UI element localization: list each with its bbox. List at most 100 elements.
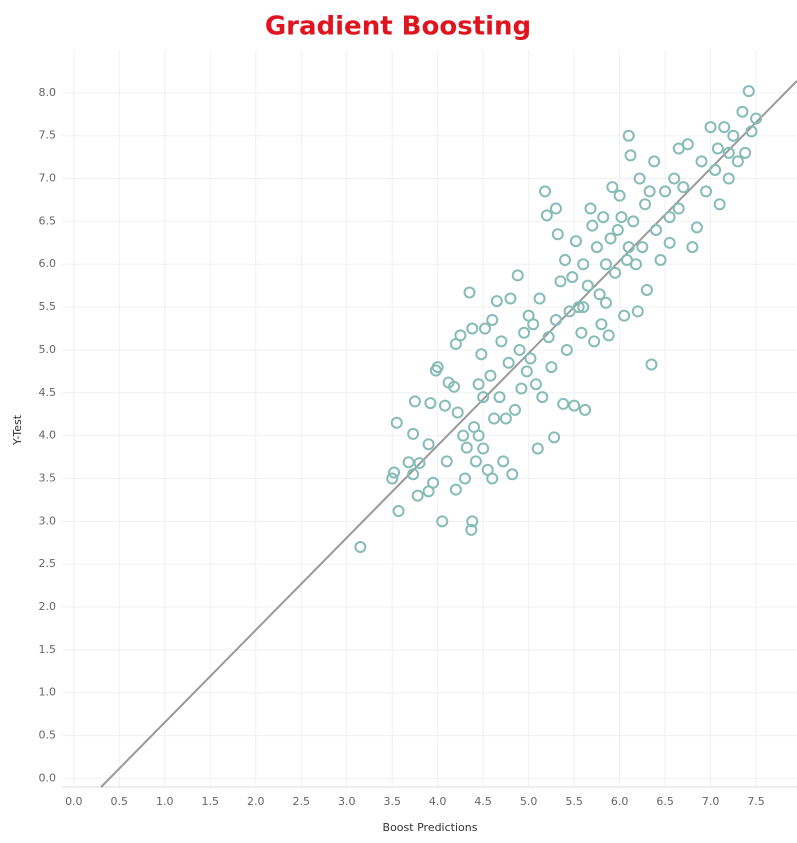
point <box>520 365 533 378</box>
point <box>448 380 461 393</box>
point <box>599 258 612 271</box>
point <box>486 472 499 485</box>
y-tick-label: 1.5 <box>39 643 57 656</box>
point <box>413 457 426 470</box>
point <box>590 241 603 254</box>
point <box>557 397 570 410</box>
point <box>575 326 588 339</box>
point <box>681 138 694 151</box>
point <box>472 429 485 442</box>
point <box>711 142 724 155</box>
point <box>686 241 699 254</box>
x-tick-label: 1.5 <box>202 795 220 808</box>
point <box>542 331 555 344</box>
y-tick-label: 5.5 <box>39 300 57 313</box>
y-tick-label: 0.0 <box>39 771 57 784</box>
point <box>636 241 649 254</box>
y-tick-label: 3.5 <box>39 471 57 484</box>
x-tick-label: 2.0 <box>247 795 265 808</box>
point <box>440 455 453 468</box>
point <box>475 348 488 361</box>
point <box>613 189 626 202</box>
point <box>581 279 594 292</box>
point <box>654 253 667 266</box>
y-tick-label: 0.5 <box>39 729 57 742</box>
point <box>572 301 585 314</box>
point <box>568 399 581 412</box>
point <box>584 202 597 215</box>
point <box>722 172 735 185</box>
point <box>465 523 478 536</box>
point <box>704 121 717 134</box>
point <box>624 149 637 162</box>
point <box>631 305 644 318</box>
point <box>502 356 515 369</box>
point <box>515 382 528 395</box>
point <box>506 468 519 481</box>
point <box>633 172 646 185</box>
point <box>727 129 740 142</box>
point <box>739 146 752 159</box>
x-tick-label: 1.0 <box>156 795 174 808</box>
point <box>466 322 479 335</box>
point <box>411 489 424 502</box>
point <box>554 275 567 288</box>
point <box>402 456 415 469</box>
point <box>713 198 726 211</box>
point <box>454 329 467 342</box>
point <box>527 318 540 331</box>
point <box>354 541 367 554</box>
y-tick-label: 3.0 <box>39 514 57 527</box>
point <box>560 343 573 356</box>
point <box>672 202 685 215</box>
point <box>618 309 631 322</box>
reference-line <box>100 80 797 788</box>
point <box>597 211 610 224</box>
point <box>663 236 676 249</box>
point <box>606 181 619 194</box>
point <box>518 326 531 339</box>
point <box>490 295 503 308</box>
x-tick-label: 5.5 <box>565 795 583 808</box>
point <box>599 296 612 309</box>
y-tick-label: 7.5 <box>39 129 57 142</box>
point <box>549 202 562 215</box>
point <box>407 468 420 481</box>
point <box>586 219 599 232</box>
point <box>545 361 558 374</box>
point <box>611 223 624 236</box>
point <box>566 271 579 284</box>
point <box>695 155 708 168</box>
point <box>509 403 522 416</box>
point <box>466 515 479 528</box>
point <box>731 155 744 168</box>
point <box>559 253 572 266</box>
x-tick-label: 7.5 <box>747 795 765 808</box>
point <box>524 352 537 365</box>
x-tick-label: 3.5 <box>383 795 401 808</box>
point <box>549 313 562 326</box>
y-tick-label: 2.0 <box>39 600 57 613</box>
point <box>529 378 542 391</box>
point <box>668 172 681 185</box>
point <box>700 185 713 198</box>
x-tick-label: 3.0 <box>338 795 356 808</box>
point <box>478 322 491 335</box>
point <box>539 185 552 198</box>
x-axis-title: Boost Predictions <box>383 821 478 834</box>
point <box>648 155 661 168</box>
point <box>593 288 606 301</box>
point <box>569 235 582 248</box>
y-tick-label: 8.0 <box>39 86 57 99</box>
point <box>750 112 763 125</box>
point <box>602 329 615 342</box>
point <box>643 185 656 198</box>
point <box>640 283 653 296</box>
point <box>486 313 499 326</box>
x-tick-label: 5.0 <box>520 795 538 808</box>
x-tick-label: 4.5 <box>474 795 492 808</box>
point <box>477 391 490 404</box>
point <box>499 412 512 425</box>
x-tick-label: 6.0 <box>611 795 629 808</box>
